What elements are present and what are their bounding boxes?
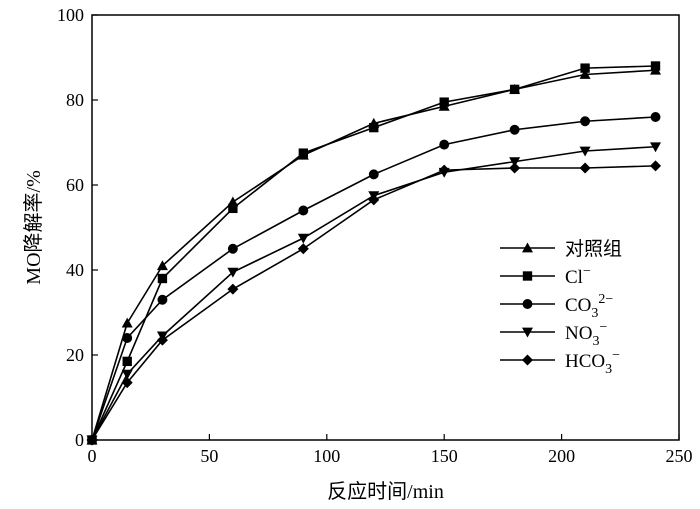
data-point [650, 112, 661, 122]
data-point [579, 146, 591, 157]
legend-marker [522, 299, 533, 309]
legend-label: Cl− [565, 264, 591, 288]
data-point [368, 169, 379, 180]
legend-item: NO3− [500, 320, 607, 349]
data-point [228, 203, 238, 214]
legend-marker [522, 242, 533, 253]
y-tick-label: 80 [66, 90, 84, 110]
series-line [91, 145, 656, 441]
legend-item: CO32− [500, 292, 613, 321]
y-tick-label: 100 [57, 5, 84, 25]
data-point [227, 243, 238, 254]
data-point [297, 243, 309, 255]
data-point [579, 69, 591, 79]
data-point [368, 194, 380, 206]
x-tick-label: 100 [313, 446, 340, 466]
data-point [121, 377, 133, 389]
legend-item: HCO3− [500, 348, 620, 377]
data-point [650, 61, 661, 71]
data-point [579, 162, 591, 174]
legend-marker [522, 327, 533, 338]
data-point [298, 148, 308, 158]
series-line [91, 165, 656, 441]
data-point [156, 260, 168, 271]
data-point [298, 205, 309, 216]
x-axis-label: 反应时间/min [327, 480, 444, 503]
data-point [86, 434, 98, 446]
data-point [122, 356, 132, 367]
legend-label: NO3− [565, 320, 607, 349]
data-point [509, 124, 520, 135]
y-tick-label: 20 [66, 345, 84, 365]
x-tick-label: 200 [548, 446, 575, 466]
x-tick-label: 250 [666, 446, 693, 466]
legend-item: 对照组 [500, 238, 622, 260]
data-point [580, 116, 591, 127]
y-axis-label: MO降解率/% [22, 170, 45, 284]
data-point [157, 294, 168, 305]
legend-marker [522, 271, 533, 281]
series-3 [86, 142, 662, 446]
data-point [227, 283, 239, 295]
x-tick-label: 0 [88, 446, 97, 466]
series-line [91, 116, 656, 441]
plot-frame [91, 14, 680, 441]
data-point [650, 142, 662, 153]
y-tick-label: 60 [66, 175, 84, 195]
legend-item: Cl− [500, 264, 591, 288]
axis-ticks: 0 50 100 150 200 250 0 20 40 60 80 100 [57, 5, 693, 466]
data-point [156, 334, 168, 346]
legend: 对照组 Cl− CO32−NO3−HCO3− [500, 238, 622, 377]
data-point [509, 157, 521, 168]
data-point [121, 369, 133, 380]
series-line [91, 69, 656, 441]
data-point [439, 97, 449, 107]
y-tick-label: 0 [75, 430, 84, 450]
x-tick-label: 50 [200, 446, 218, 466]
legend-label: CO32− [565, 292, 613, 321]
series-layer [86, 61, 662, 446]
data-point [509, 162, 521, 174]
legend-marker [522, 354, 533, 366]
legend-label: 对照组 [565, 238, 622, 260]
data-point [438, 164, 450, 176]
data-point [509, 84, 520, 95]
data-point [121, 317, 133, 328]
data-point [297, 233, 309, 244]
series-4 [86, 160, 662, 446]
x-tick-label: 150 [431, 446, 458, 466]
data-point [122, 333, 133, 343]
data-point [439, 139, 450, 150]
data-point [650, 160, 662, 172]
data-point [369, 122, 379, 133]
data-point [157, 273, 168, 284]
data-point [227, 267, 239, 278]
data-point [580, 63, 590, 73]
legend-label: HCO3− [565, 348, 620, 377]
y-tick-label: 40 [66, 260, 84, 280]
